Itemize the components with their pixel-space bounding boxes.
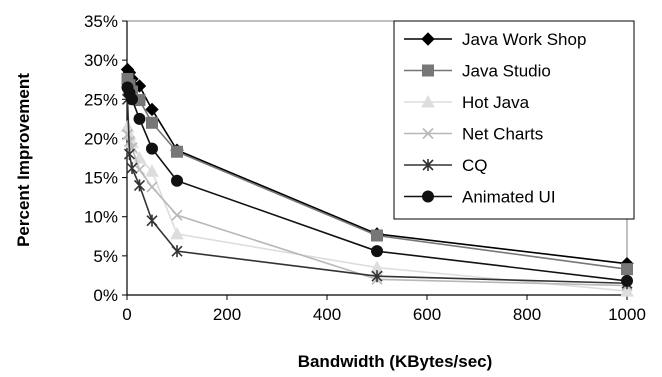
legend-marker: [422, 159, 434, 171]
data-point: [146, 214, 158, 227]
data-point: [121, 128, 134, 141]
legend-item: Hot Java: [404, 93, 530, 112]
data-point: [123, 148, 136, 161]
data-point: [146, 181, 158, 193]
legend-label: Animated UI: [462, 188, 556, 207]
legend-marker: [421, 32, 435, 46]
x-tick-label: 400: [313, 305, 341, 324]
x-tick-label: 200: [213, 305, 241, 324]
y-tick-label: 15%: [84, 169, 118, 188]
data-point: [133, 112, 146, 125]
data-point: [133, 179, 146, 192]
y-tick-label: 20%: [84, 129, 118, 148]
legend-box: [393, 20, 635, 220]
data-point: [126, 93, 138, 106]
data-point: [145, 164, 159, 177]
legend: Java Work Shop Java Studio Hot Java Net Cha…: [393, 20, 635, 220]
legend-label: Hot Java: [462, 93, 530, 112]
legend-marker: [422, 190, 434, 203]
legend-item: Net Charts: [404, 125, 543, 144]
series-4: [121, 93, 633, 290]
data-point: [171, 245, 183, 258]
y-tick-label: 25%: [84, 90, 118, 109]
legend-item: Java Studio: [404, 62, 551, 81]
legend-label: Net Charts: [462, 125, 543, 144]
legend-label: Java Work Shop: [462, 30, 586, 49]
legend-item: Animated UI: [404, 188, 556, 207]
data-point: [145, 102, 159, 117]
data-point: [126, 162, 138, 175]
x-tick-label: 600: [413, 305, 441, 324]
legend-item: CQ: [404, 156, 488, 175]
data-point: [146, 116, 158, 129]
x-tick-label: 1000: [608, 305, 646, 324]
data-point: [170, 226, 184, 240]
legend-marker: [422, 127, 434, 140]
x-tick-label: 0: [122, 305, 131, 324]
x-tick-label: 800: [513, 305, 541, 324]
axes: 0% 5% 10% 15% 20% 25% 30% 35% 0 200 400 600 800 1000: [84, 12, 646, 324]
legend-label: CQ: [462, 156, 488, 175]
data-point: [371, 270, 383, 283]
data-point: [171, 174, 183, 187]
y-tick-label: 35%: [84, 12, 118, 31]
y-tick-label: 5%: [93, 247, 118, 266]
data-point: [171, 145, 183, 158]
y-tick-label: 30%: [84, 51, 118, 70]
y-tick-label: 10%: [84, 208, 118, 227]
data-point: [371, 245, 383, 258]
data-point: [621, 274, 633, 287]
legend-marker: [422, 64, 434, 77]
data-point: [371, 229, 383, 242]
series-layer: [120, 62, 634, 297]
legend-item: Java Work Shop: [404, 30, 586, 49]
legend-label: Java Studio: [462, 62, 551, 81]
data-point: [146, 142, 158, 155]
y-tick-label: 0%: [93, 286, 118, 305]
y-axis-title: Percent Improvement: [14, 73, 33, 247]
series-5: [121, 81, 633, 287]
data-point: [171, 209, 183, 221]
data-point: [620, 284, 634, 297]
x-axis-title: Bandwidth (KBytes/sec): [298, 352, 493, 371]
legend-marker: [421, 94, 435, 108]
data-point: [621, 263, 633, 276]
